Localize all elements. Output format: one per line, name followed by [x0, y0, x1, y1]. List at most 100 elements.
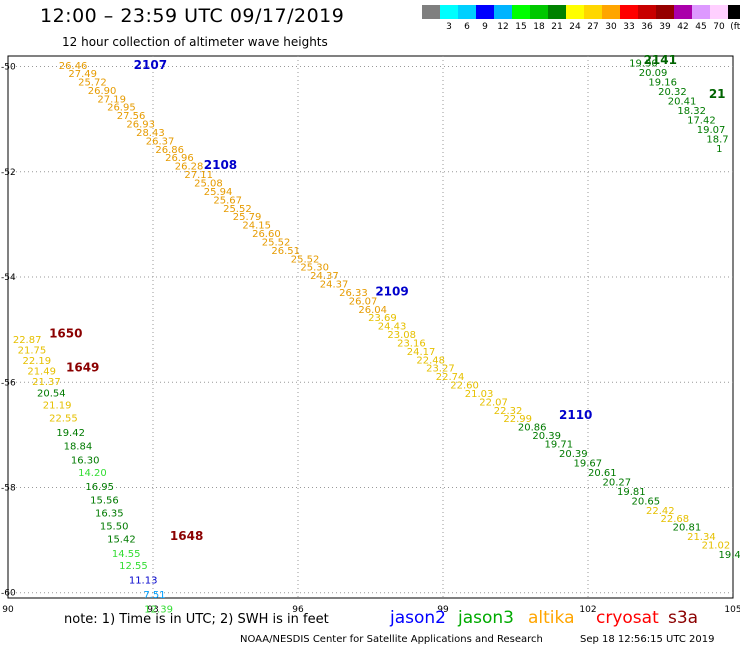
wave-height-label: 23.16: [397, 338, 426, 349]
wave-height-label: 21.34: [687, 532, 716, 543]
page-title: 12:00 – 23:59 UTC 09/17/2019: [40, 5, 345, 27]
wave-height-label: 20.81: [673, 523, 702, 534]
lat-tick-label: -58: [1, 483, 16, 493]
wave-height-label: 27.19: [97, 94, 126, 105]
wave-height-label: 21.49: [27, 366, 56, 377]
colorbar-swatch: [476, 5, 494, 19]
wave-height-label: 20.32: [658, 87, 687, 98]
colorbar-swatch: [566, 5, 584, 19]
pass-number-label: 2141: [644, 53, 677, 67]
colorbar-label: 9: [482, 22, 488, 32]
wave-height-label: 20.65: [632, 496, 661, 507]
lon-tick-label: 93: [147, 605, 158, 615]
colorbar-swatch: [422, 5, 440, 19]
wave-height-label: 22.55: [49, 414, 78, 425]
wave-height-label: 26.04: [358, 305, 387, 316]
wave-height-label: 27.56: [117, 111, 146, 122]
colorbar-label: 21: [551, 22, 563, 32]
wave-height-label: 26.60: [252, 229, 281, 240]
wave-height-label: 21.03: [465, 389, 494, 400]
colorbar-swatch: [512, 5, 530, 19]
colorbar-label: 45: [695, 22, 707, 32]
wave-height-label: 25.67: [213, 195, 242, 206]
wave-height-label: 27.49: [68, 69, 97, 80]
wave-height-label: 17.42: [687, 115, 716, 126]
wave-height-label: 25.08: [194, 179, 223, 190]
wave-height-label: 19.81: [617, 487, 646, 498]
wave-height-label: 26.33: [339, 288, 368, 299]
colorbar-swatch: [728, 5, 740, 19]
wave-height-label: 25.72: [78, 77, 107, 88]
wave-height-label: 1: [716, 144, 722, 155]
wave-height-label: 15.50: [100, 522, 129, 533]
colorbar-swatch: [692, 5, 710, 19]
colorbar-label: 24: [569, 22, 581, 32]
lon-tick-label: 99: [437, 605, 449, 615]
wave-height-label: 19.16: [648, 77, 677, 88]
wave-height-label: 12.55: [119, 561, 148, 572]
wave-height-label: 19.4: [719, 550, 740, 561]
wave-height-label: 26.96: [165, 153, 194, 164]
colorbar-swatch: [620, 5, 638, 19]
lat-tick-label: -60: [1, 589, 16, 599]
wave-height-label: 26.90: [88, 86, 117, 97]
wave-height-label: 28.43: [136, 128, 165, 139]
lon-tick-label: 102: [579, 605, 596, 615]
generated-timestamp: Sep 18 12:56:15 UTC 2019: [580, 634, 715, 645]
colorbar-label: 36: [641, 22, 653, 32]
colorbar-label: 39: [659, 22, 671, 32]
lon-tick-label: 90: [2, 605, 14, 615]
colorbar-label: (ft): [730, 22, 740, 32]
satellite-legend-item: jason3: [458, 608, 514, 628]
wave-height-label: 25.52: [223, 204, 252, 215]
wave-height-label: 18.32: [677, 106, 706, 117]
satellite-legend-item: s3a: [668, 608, 699, 628]
wave-height-label: 12.39: [144, 605, 173, 616]
lat-tick-label: -52: [1, 168, 16, 178]
wave-height-label: 20.39: [559, 449, 588, 460]
pass-number-label: 2107: [134, 58, 167, 72]
wave-height-label: 21.19: [43, 401, 72, 412]
pass-number-label: 21: [709, 87, 726, 101]
wave-height-label: 21.02: [702, 541, 731, 552]
wave-height-label: 22.60: [450, 381, 479, 392]
wave-height-label: 22.74: [436, 372, 465, 383]
colorbar-label: 15: [515, 22, 527, 32]
wave-height-label: 15.56: [90, 495, 119, 506]
colorbar-swatch: [548, 5, 566, 19]
colorbar-label: 3: [446, 22, 452, 32]
colorbar-swatch: [602, 5, 620, 19]
page-subtitle: 12 hour collection of altimeter wave hei…: [62, 35, 328, 49]
colorbar-swatch: [458, 5, 476, 19]
colorbar-label: 42: [677, 22, 689, 32]
wave-height-label: 22.68: [661, 514, 690, 525]
wave-height-label: 14.55: [112, 549, 141, 560]
wave-height-label: 24.43: [378, 322, 407, 333]
wave-height-label: 25.52: [262, 237, 291, 248]
wave-height-label: 22.19: [23, 356, 52, 367]
colorbar-swatch: [674, 5, 692, 19]
wave-height-label: 19.71: [545, 440, 574, 451]
wave-height-label: 22.87: [13, 335, 42, 346]
wave-height-label: 20.39: [532, 431, 561, 442]
satellite-legend-item: jason2: [390, 608, 446, 628]
wave-height-label: 19.07: [697, 125, 726, 136]
pass-number-label: 2110: [559, 408, 592, 422]
pass-number-label: 2108: [204, 158, 237, 172]
map-frame: [7, 55, 734, 599]
pass-number-label: 2109: [375, 284, 408, 298]
wave-height-label: 23.69: [368, 313, 397, 324]
wave-height-label: 21.37: [32, 377, 61, 388]
wave-height-label: 15.42: [107, 535, 136, 546]
wave-height-label: 23.08: [387, 330, 416, 341]
colorbar-label: 30: [605, 22, 617, 32]
colorbar-swatch: [584, 5, 602, 19]
wave-height-label: 19.42: [56, 428, 85, 439]
wave-height-label: 20.54: [37, 388, 66, 399]
wave-height-label: 26.37: [146, 136, 175, 147]
wave-height-label: 14.20: [78, 468, 107, 479]
wave-height-label: 24.37: [310, 271, 339, 282]
colorbar-swatch: [710, 5, 728, 19]
colorbar-swatch: [494, 5, 512, 19]
lon-tick-label: 96: [292, 605, 304, 615]
